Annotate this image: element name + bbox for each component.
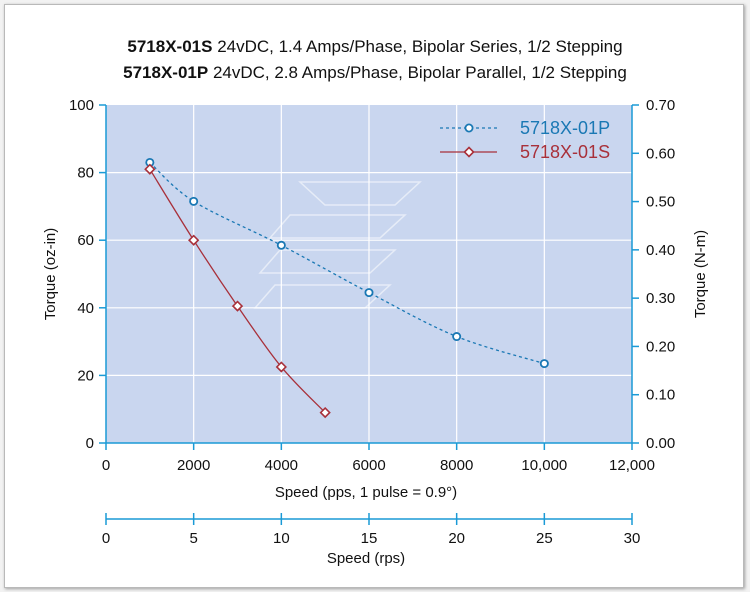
data-point-5718x-01p bbox=[452, 332, 462, 342]
rps-tick-label: 0 bbox=[102, 530, 110, 547]
y-left-axis-title: Torque (oz-in) bbox=[42, 228, 59, 321]
y-right-tick-label: 0.20 bbox=[646, 338, 675, 355]
data-point-5718x-01p bbox=[276, 240, 286, 250]
series-line-5718x-01p bbox=[149, 161, 545, 365]
title-spec-s: 24vDC, 1.4 Amps/Phase, Bipolar Series, 1… bbox=[212, 37, 623, 56]
y-left-tick-label: 100 bbox=[69, 97, 94, 114]
series-layer bbox=[144, 157, 549, 419]
x-axis-title: Speed (pps, 1 pulse = 0.9°) bbox=[275, 484, 457, 501]
legend-label-5718x-01s: 5718X-01S bbox=[520, 142, 610, 162]
legend-marker-5718x-01p bbox=[464, 123, 474, 133]
y-left-tick-label: 20 bbox=[77, 367, 94, 384]
rps-tick-label: 30 bbox=[624, 530, 641, 547]
watermark-stroke bbox=[253, 284, 392, 309]
y-right-tick-label: 0.00 bbox=[646, 435, 675, 452]
title-model-p: 5718X-01P bbox=[123, 63, 209, 82]
rps-tick-label: 25 bbox=[536, 530, 553, 547]
y-right-tick-label: 0.50 bbox=[646, 194, 675, 211]
watermark-stroke bbox=[258, 249, 397, 274]
x-tick-label: 6000 bbox=[352, 457, 385, 474]
x-tick-label: 0 bbox=[102, 457, 110, 474]
y-right-tick-label: 0.40 bbox=[646, 242, 675, 259]
y-left-tick-label: 60 bbox=[77, 232, 94, 249]
x-tick-label: 2000 bbox=[177, 457, 210, 474]
y-left-tick-label: 80 bbox=[77, 165, 94, 182]
data-point-5718x-01p bbox=[539, 359, 549, 369]
axis-labels: Speed (pps, 1 pulse = 0.9°) Speed (rps) To… bbox=[42, 228, 709, 567]
rps-tick-label: 5 bbox=[189, 530, 197, 547]
logo-watermark bbox=[253, 181, 422, 309]
watermark-stroke bbox=[298, 181, 422, 206]
title-model-s: 5718X-01S bbox=[127, 37, 213, 56]
x-tick-label: 4000 bbox=[265, 457, 298, 474]
data-point-5718x-01s bbox=[275, 361, 287, 373]
y-right-tick-label: 0.10 bbox=[646, 387, 675, 404]
y-left-tick-label: 0 bbox=[86, 435, 94, 452]
data-point-5718x-01s bbox=[231, 300, 244, 312]
chart-title-line-2: 5718X-01P 24vDC, 2.8 Amps/Phase, Bipolar… bbox=[0, 63, 750, 83]
data-point-5718x-01p bbox=[189, 196, 199, 206]
legend-label-5718x-01p: 5718X-01P bbox=[520, 118, 610, 138]
x-tick-label: 10,000 bbox=[521, 457, 567, 474]
legend-marker-5718x-01s bbox=[463, 146, 475, 158]
y-right-tick-label: 0.70 bbox=[646, 97, 675, 114]
rps-tick-label: 10 bbox=[273, 530, 290, 547]
title-spec-p: 24vDC, 2.8 Amps/Phase, Bipolar Parallel,… bbox=[208, 63, 627, 82]
rps-axis-title: Speed (rps) bbox=[327, 550, 405, 567]
watermark-stroke bbox=[268, 214, 407, 239]
axes: 0 2000 4000 6000 8000 10,000 12,000 0 5 10 15 20 25 3… bbox=[69, 97, 675, 547]
y-left-tick-label: 40 bbox=[77, 300, 94, 317]
y-right-tick-label: 0.30 bbox=[646, 290, 675, 307]
y-right-axis-title: Torque (N-m) bbox=[692, 230, 709, 318]
rps-tick-label: 15 bbox=[361, 530, 378, 547]
x-tick-label: 12,000 bbox=[609, 457, 655, 474]
x-tick-label: 8000 bbox=[440, 457, 473, 474]
y-right-tick-label: 0.60 bbox=[646, 145, 675, 162]
data-point-5718x-01s bbox=[188, 234, 200, 246]
data-point-5718x-01s bbox=[144, 163, 156, 175]
chart-title-line-1: 5718X-01S 24vDC, 1.4 Amps/Phase, Bipolar… bbox=[0, 37, 750, 57]
legend: 5718X-01P 5718X-01S bbox=[440, 118, 610, 162]
data-point-5718x-01p bbox=[364, 288, 374, 298]
data-point-5718x-01s bbox=[319, 406, 331, 419]
rps-tick-label: 20 bbox=[448, 530, 465, 547]
